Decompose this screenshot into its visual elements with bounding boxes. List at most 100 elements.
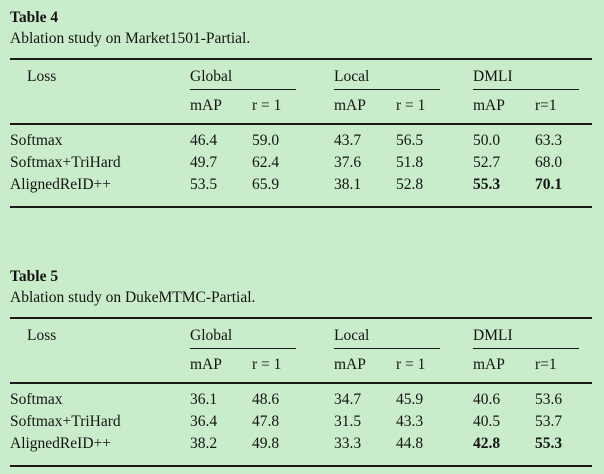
value-cell: 47.8 [252,413,280,430]
subheader-empty [10,90,190,125]
value-cell: 31.5 [334,413,362,430]
value-cell: 36.1 [190,391,218,408]
value-cell: 51.8 [396,154,424,171]
value-cell: 68.0 [535,154,563,171]
value-cell: 56.5 [396,132,424,149]
value-cell: 65.9 [252,176,280,193]
value-cell: 52.7 [473,154,501,171]
subheader-empty [10,349,190,384]
value-cell: 49.7 [190,154,218,171]
column-header-loss: Loss [27,68,57,85]
group-header-row: Loss Global Local DMLI [10,318,592,349]
row-label: AlignedReID++ [10,176,111,193]
table-title: Table 4 [10,9,59,26]
table-caption: Ablation study on Market1501-Partial. [10,30,251,47]
column-gap [444,318,473,349]
group-header-local: Local [334,59,444,90]
row-label: Softmax [10,391,63,408]
value-cell: 43.3 [396,413,424,430]
column-gap [444,432,473,466]
column-gap [302,432,334,466]
table-row: AlignedReID++ 38.2 49.8 33.3 44.8 42.8 5… [10,432,592,466]
column-gap [444,124,473,151]
value-cell-best: 55.3 [473,176,501,193]
column-gap [302,383,334,410]
value-cell: 59.0 [252,132,280,149]
subheader-global-r1: r = 1 [252,349,302,384]
subheader-global-map: mAP [190,90,252,125]
table-row: Softmax+TriHard 49.7 62.4 37.6 51.8 52.7… [10,151,592,173]
subheader-dmli-r1: r=1 [535,349,592,384]
value-cell: 63.3 [535,132,563,149]
value-cell: 50.0 [473,132,501,149]
value-cell: 53.6 [535,391,563,408]
value-cell: 45.9 [396,391,424,408]
ablation-table-market1501: Loss Global Local DMLI mAP r = 1 mAP r =… [10,58,592,208]
column-header-loss: Loss [27,327,57,344]
value-cell: 53.7 [535,413,563,430]
table-row: Softmax 46.4 59.0 43.7 56.5 50.0 63.3 [10,124,592,151]
ablation-table-dukemtmc: Loss Global Local DMLI mAP r = 1 mAP r =… [10,317,592,467]
group-header-global-label: Global [190,68,296,90]
value-cell: 34.7 [334,391,362,408]
value-cell: 44.8 [396,435,424,452]
table-5-section: Table 5 Ablation study on DukeMTMC-Parti… [10,266,592,467]
value-cell: 43.7 [334,132,362,149]
value-cell: 38.2 [190,435,218,452]
subheader-global-r1: r = 1 [252,90,302,125]
value-cell: 40.5 [473,413,501,430]
row-label: Softmax [10,132,63,149]
table-4-section: Table 4 Ablation study on Market1501-Par… [10,7,592,208]
group-header-dmli-label: DMLI [473,327,579,349]
table-caption: Ablation study on DukeMTMC-Partial. [10,289,256,306]
value-cell: 40.6 [473,391,501,408]
column-gap [302,59,334,90]
table-row: AlignedReID++ 53.5 65.9 38.1 52.8 55.3 7… [10,173,592,207]
subheader-dmli-map: mAP [473,90,535,125]
group-header-local: Local [334,318,444,349]
subheader-global-map: mAP [190,349,252,384]
value-cell: 52.8 [396,176,424,193]
value-cell: 49.8 [252,435,280,452]
column-gap [444,151,473,173]
column-gap [444,173,473,207]
column-gap [444,410,473,432]
table-row: Softmax 36.1 48.6 34.7 45.9 40.6 53.6 [10,383,592,410]
subheader-dmli-r1: r=1 [535,90,592,125]
column-gap [302,410,334,432]
subheader-local-map: mAP [334,90,396,125]
subheader-row: mAP r = 1 mAP r = 1 mAP r=1 [10,349,592,384]
column-gap [444,349,473,384]
group-header-dmli: DMLI [473,318,592,349]
value-cell: 46.4 [190,132,218,149]
subheader-local-map: mAP [334,349,396,384]
value-cell-best: 42.8 [473,435,501,452]
value-cell: 62.4 [252,154,280,171]
table-row: Softmax+TriHard 36.4 47.8 31.5 43.3 40.5… [10,410,592,432]
row-label: Softmax+TriHard [10,413,121,430]
value-cell: 37.6 [334,154,362,171]
subheader-dmli-map: mAP [473,349,535,384]
group-header-global: Global [190,59,302,90]
group-header-global: Global [190,318,302,349]
column-gap [302,318,334,349]
group-header-dmli-label: DMLI [473,68,579,90]
value-cell: 36.4 [190,413,218,430]
column-gap [302,349,334,384]
group-header-local-label: Local [334,327,440,349]
column-gap [302,173,334,207]
group-header-row: Loss Global Local DMLI [10,59,592,90]
group-header-global-label: Global [190,327,296,349]
group-header-dmli: DMLI [473,59,592,90]
subheader-local-r1: r = 1 [396,90,444,125]
value-cell-best: 70.1 [535,176,563,193]
column-gap [444,90,473,125]
row-label: AlignedReID++ [10,435,111,452]
value-cell: 48.6 [252,391,280,408]
column-gap [444,59,473,90]
row-label: Softmax+TriHard [10,154,121,171]
table-title: Table 5 [10,268,59,285]
value-cell: 33.3 [334,435,362,452]
subheader-row: mAP r = 1 mAP r = 1 mAP r=1 [10,90,592,125]
